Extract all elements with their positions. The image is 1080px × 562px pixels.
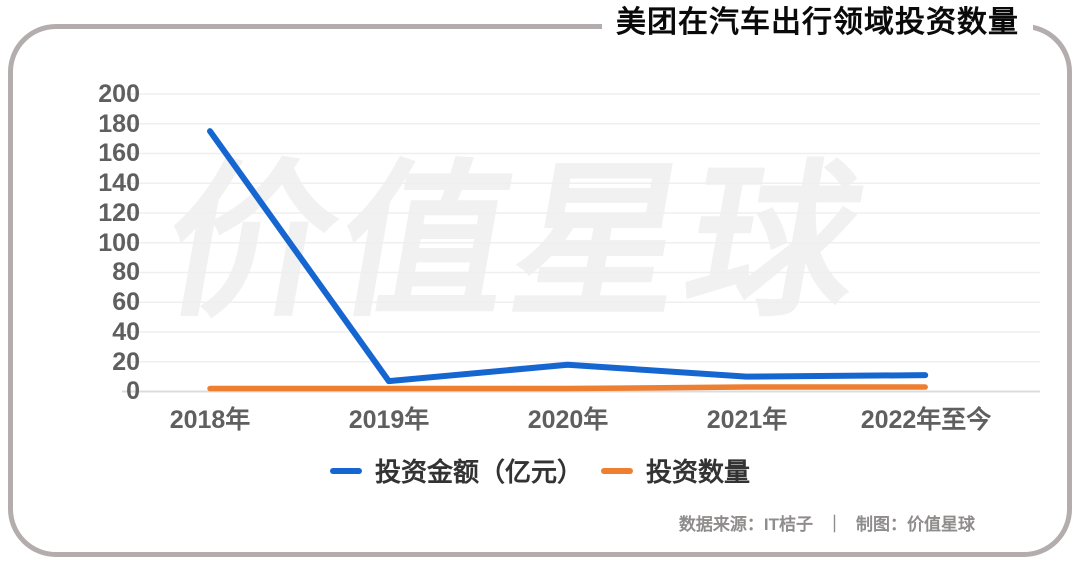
footer-separator: ｜ <box>826 515 843 534</box>
legend-dash-amount-icon <box>329 467 362 474</box>
data-source-text: 数据来源：IT桔子 <box>678 515 813 534</box>
y-tick-40: 40 <box>112 318 140 346</box>
x-label-2020: 2020年 <box>527 406 609 434</box>
credit-text: 制图：价值星球 <box>856 515 975 534</box>
y-tick-200: 200 <box>98 80 140 108</box>
x-label-2018: 2018年 <box>169 406 251 434</box>
y-tick-60: 60 <box>112 288 140 316</box>
y-tick-160: 160 <box>98 139 140 167</box>
y-tick-20: 20 <box>112 348 140 376</box>
legend-item-count: 投资数量 <box>601 452 750 489</box>
chart-title: 美团在汽车出行领域投资数量 <box>602 3 1033 43</box>
watermark-text: 价值星球 <box>151 148 881 336</box>
x-label-2021: 2021年 <box>706 406 788 434</box>
footer: 数据来源：IT桔子 ｜ 制图：价值星球 <box>679 510 975 535</box>
y-tick-180: 180 <box>98 110 140 138</box>
legend-dash-count-icon <box>601 467 633 474</box>
y-tick-140: 140 <box>98 169 140 197</box>
legend-label-amount: 投资金额（亿元） <box>374 457 583 487</box>
y-tick-120: 120 <box>98 199 140 227</box>
x-label-2019: 2019年 <box>348 406 430 434</box>
y-tick-0: 0 <box>126 377 140 405</box>
y-tick-80: 80 <box>112 258 140 286</box>
legend: 投资金额（亿元） 投资数量 <box>329 452 750 489</box>
legend-label-count: 投资数量 <box>646 457 751 487</box>
y-tick-100: 100 <box>98 229 140 257</box>
legend-item-amount: 投资金额（亿元） <box>329 452 583 489</box>
x-label-2022: 2022年至今 <box>860 406 992 434</box>
